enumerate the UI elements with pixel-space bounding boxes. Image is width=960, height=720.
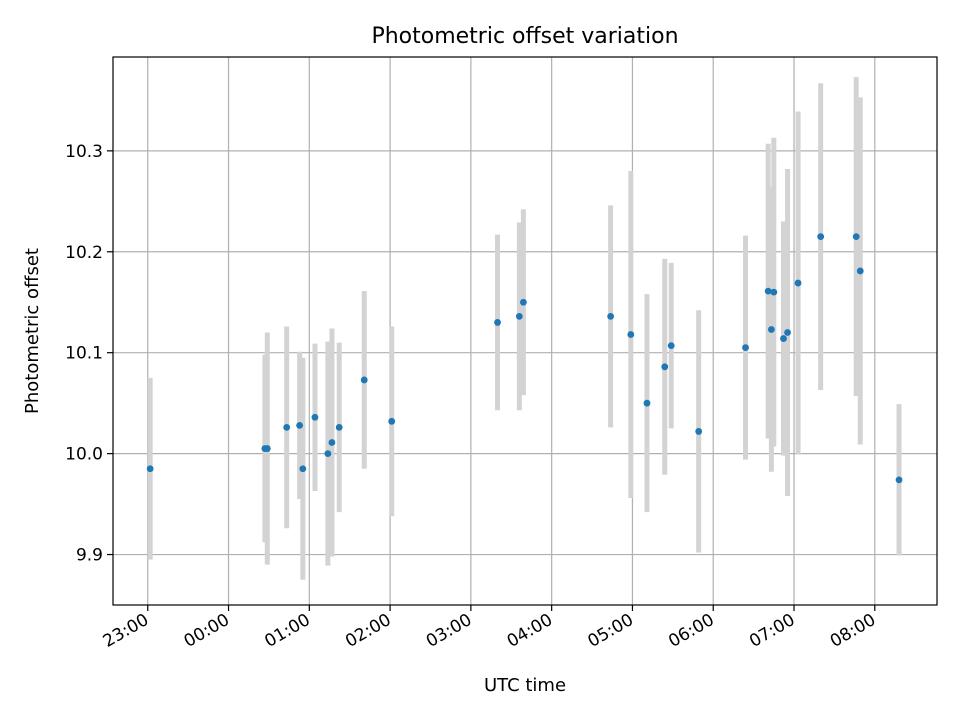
data-point [311, 413, 319, 421]
data-point [146, 465, 154, 473]
data-point [324, 450, 332, 458]
plot-frame [112, 56, 938, 606]
data-point [328, 439, 336, 446]
data-point [494, 319, 501, 326]
data-point [335, 423, 343, 431]
data-point [767, 326, 775, 333]
data-point [627, 331, 635, 338]
data-point [856, 267, 864, 275]
x-axis-label: UTC time [484, 675, 566, 696]
data-point [695, 428, 703, 435]
data-point [299, 465, 307, 473]
y-axis-ticks: 9.9 10.0 10.1 10.2 10.3 [65, 142, 113, 566]
data-point [360, 376, 368, 384]
data-point [296, 421, 304, 429]
chart-title: Photometric offset variation [371, 24, 678, 49]
y-tick-label: 10.0 [65, 445, 103, 465]
data-point [780, 335, 787, 342]
data-point [388, 417, 396, 425]
y-tick-label: 10.2 [65, 243, 103, 263]
data-point [784, 329, 791, 336]
y-tick-label: 10.1 [65, 344, 103, 364]
data-point [515, 312, 523, 320]
data-point [742, 344, 749, 352]
data-point [519, 298, 527, 306]
y-axis-label: Photometric offset [22, 248, 43, 414]
data-point [794, 279, 802, 287]
data-point [643, 399, 651, 407]
data-point [817, 233, 825, 241]
data-point [263, 445, 271, 452]
data-point [607, 312, 615, 320]
data-point [895, 476, 903, 484]
data-point [283, 423, 291, 431]
data-point [764, 287, 772, 295]
y-tick-label: 10.3 [65, 142, 103, 162]
data-points [146, 233, 903, 484]
y-tick-label: 9.9 [76, 546, 103, 566]
data-point [852, 233, 860, 241]
data-point [667, 342, 675, 350]
data-point [770, 288, 778, 296]
data-point [661, 363, 669, 371]
